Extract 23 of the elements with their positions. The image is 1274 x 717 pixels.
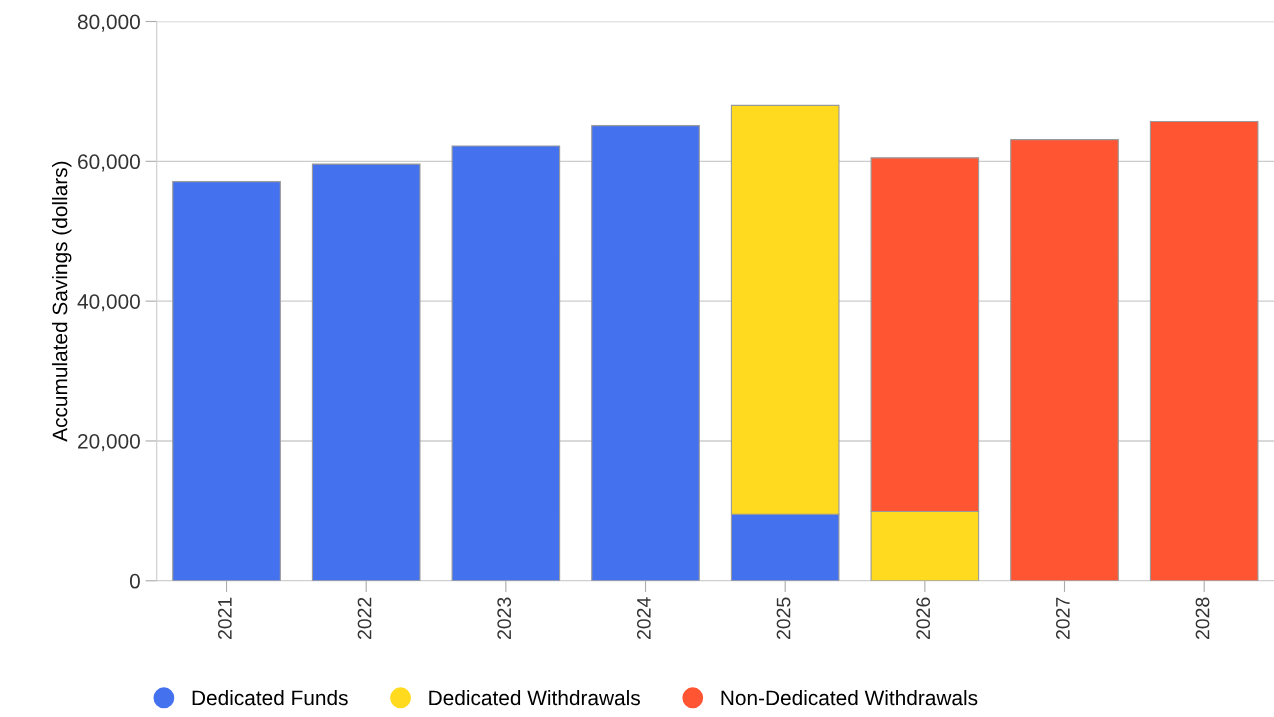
x-tick-label: 2021	[217, 597, 232, 640]
bar	[172, 181, 281, 581]
y-tick-label: 20,000	[78, 433, 140, 452]
bar	[311, 163, 421, 581]
x-tick-label: 2022	[357, 597, 372, 640]
bar	[1149, 120, 1259, 581]
x-tick-label: 2028	[1195, 597, 1210, 640]
y-tick-label: 40,000	[77, 294, 140, 312]
legend-label: Dedicated Funds	[192, 689, 348, 706]
bar	[451, 145, 561, 581]
x-tick-label: 2027	[1055, 597, 1070, 640]
x-tick-label: 2025	[776, 597, 791, 640]
y-tick-label: 60,000	[78, 154, 140, 172]
bar	[591, 125, 700, 581]
x-tick-label: 2026	[916, 597, 931, 640]
y-tick-label: 0	[129, 573, 140, 589]
legend-label: Dedicated Withdrawals	[429, 689, 640, 706]
bar	[1010, 139, 1119, 581]
y-axis-title: Accumulated Savings (dollars)	[52, 161, 72, 442]
legend-label: Non-Dedicated Withdrawals	[721, 689, 978, 706]
y-tick-label: 80,000	[77, 14, 140, 32]
x-tick-label: 2023	[497, 597, 512, 640]
x-tick-label: 2024	[636, 597, 651, 640]
